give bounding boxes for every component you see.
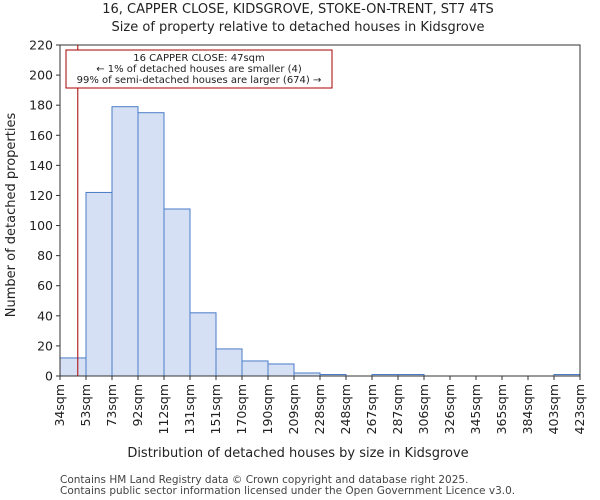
x-tick-label: 151sqm — [208, 384, 223, 434]
x-tick-label: 228sqm — [312, 384, 327, 434]
bar-53sqm — [85, 191, 113, 377]
x-tick-label: 267sqm — [364, 384, 379, 434]
y-tick-label: 80 — [37, 248, 53, 263]
y-tick-label: 180 — [29, 98, 53, 113]
x-tick-label: 326sqm — [442, 384, 457, 434]
annotation-frame — [65, 49, 333, 89]
x-tick-label: 73sqm — [104, 384, 119, 427]
x-tick-label: 306sqm — [416, 384, 431, 434]
footer-line-1: Contains HM Land Registry data © Crown c… — [60, 474, 468, 486]
y-axis-ticks: 0 20 40 60 80 100 120 140 160 180 200 220 — [29, 38, 60, 384]
x-tick-label: 34sqm — [52, 384, 67, 427]
annotation-line-1: 16 CAPPER CLOSE: 47sqm — [133, 53, 265, 64]
bars-group — [59, 106, 581, 377]
y-tick-label: 160 — [29, 128, 53, 143]
bar-34sqm — [59, 357, 87, 377]
bar-112sqm — [163, 208, 191, 377]
chart-title: 16, CAPPER CLOSE, KIDSGROVE, STOKE-ON-TR… — [102, 2, 494, 17]
x-tick-label: 365sqm — [494, 384, 509, 434]
y-tick-label: 200 — [29, 68, 53, 83]
bar-73sqm — [111, 106, 139, 377]
x-tick-label: 92sqm — [130, 384, 145, 427]
y-tick-label: 220 — [29, 38, 53, 53]
x-tick-label: 53sqm — [78, 384, 93, 427]
chart-subtitle: Size of property relative to detached ho… — [112, 20, 485, 35]
annotation-line-3: 99% of semi-detached houses are larger (… — [77, 75, 322, 86]
x-tick-label: 384sqm — [520, 384, 535, 434]
y-tick-label: 20 — [37, 338, 53, 353]
y-tick-label: 140 — [29, 158, 53, 173]
bar-92sqm — [137, 112, 165, 377]
x-axis-ticks: 34sqm 53sqm 73sqm 92sqm 112sqm 131sqm 151sqm 17… — [52, 376, 587, 434]
bar-131sqm — [189, 312, 217, 377]
x-tick-label: 209sqm — [286, 384, 301, 434]
x-tick-label: 131sqm — [182, 384, 197, 434]
footer-line-2: Contains public sector information licen… — [60, 485, 515, 497]
x-tick-label: 170sqm — [234, 384, 249, 434]
x-tick-label: 345sqm — [468, 384, 483, 434]
x-tick-label: 190sqm — [260, 384, 275, 434]
y-tick-label: 0 — [45, 369, 53, 384]
annotation-box: 16 CAPPER CLOSE: 47sqm ← 1% of detached … — [65, 49, 333, 89]
x-axis-label: Distribution of detached houses by size … — [127, 446, 468, 461]
annotation-line-2: ← 1% of detached houses are smaller (4) — [96, 64, 302, 75]
x-tick-label: 112sqm — [156, 384, 171, 434]
bar-170sqm — [241, 360, 269, 377]
y-tick-label: 120 — [29, 188, 53, 203]
y-tick-label: 60 — [37, 278, 53, 293]
x-tick-label: 423sqm — [572, 384, 587, 434]
y-tick-label: 40 — [37, 308, 53, 323]
bar-151sqm — [215, 348, 243, 377]
x-tick-label: 403sqm — [546, 384, 561, 434]
y-tick-label: 100 — [29, 218, 53, 233]
plot-frame — [59, 44, 581, 377]
bar-190sqm — [267, 363, 295, 377]
x-tick-label: 248sqm — [338, 384, 353, 434]
x-tick-label: 287sqm — [390, 384, 405, 434]
y-axis-label: Number of detached properties — [4, 113, 19, 318]
